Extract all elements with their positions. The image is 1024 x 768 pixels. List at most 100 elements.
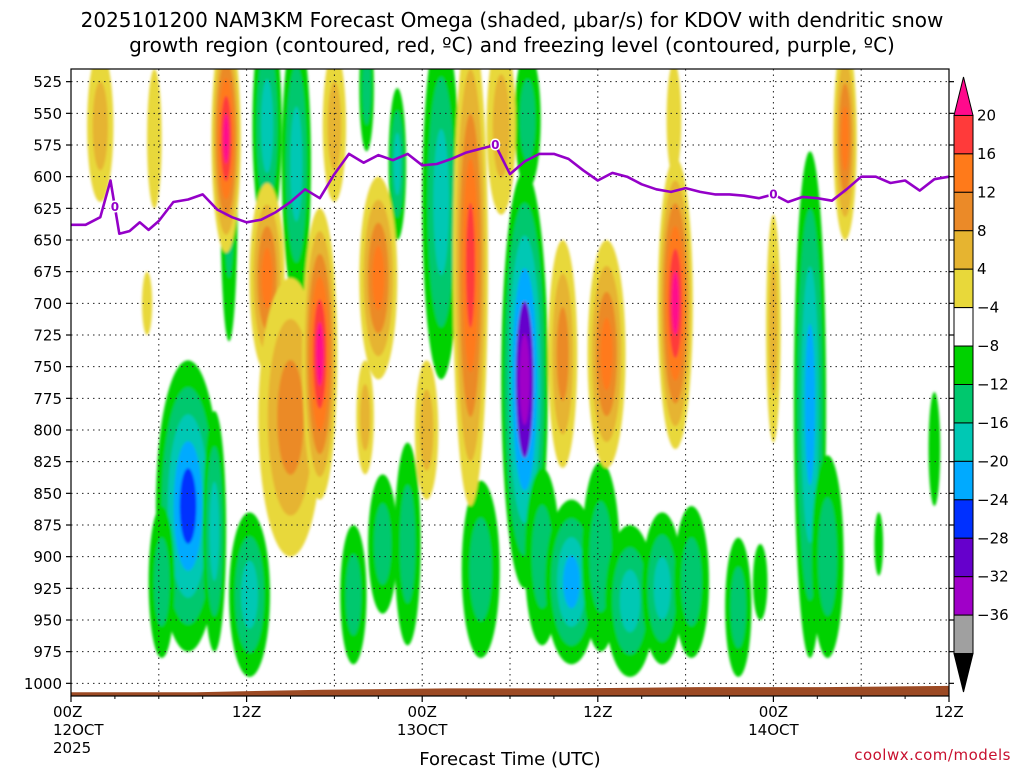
omega-cell	[818, 497, 837, 616]
colorbar-label: −28	[977, 529, 1009, 547]
omega-ascent-h28	[461, 480, 500, 658]
x-tick-label: 12Z	[232, 703, 261, 721]
y-tick-label: 625	[33, 200, 62, 218]
y-tick-label: 675	[33, 263, 62, 281]
omega-ascent-h10	[202, 410, 227, 652]
omega-descent-h41-top	[666, 69, 682, 177]
freezing-level-line	[71, 143, 950, 235]
colorbar: 20 16 12 8 4 −4 −8 −12 −16 −20 −24 −28 −32 −36	[953, 76, 1009, 693]
plot-area: 0 0 0	[70, 68, 950, 697]
y-tick-label: 950	[33, 612, 62, 630]
x-tick-label: 00Z	[408, 703, 437, 721]
omega-cell	[261, 79, 274, 173]
colorbar-swatch	[953, 537, 974, 578]
y-tick-label: 1000	[24, 675, 62, 693]
omega-ascent-h20-top	[359, 69, 374, 152]
omega-ascent-h25-top	[422, 69, 461, 380]
omega-ascent-h59	[928, 392, 941, 506]
y-tick-label: 800	[33, 422, 62, 440]
omega-cell	[556, 307, 569, 401]
omega-cell	[519, 79, 536, 161]
omega-cell	[752, 544, 768, 620]
omega-descent-h20	[356, 360, 374, 475]
omega-cell	[372, 245, 385, 311]
y-tick-label: 650	[33, 232, 62, 250]
freezing-level-labels: 0 0 0	[109, 137, 779, 216]
surface-terrain	[71, 685, 949, 696]
y-tick-label: 525	[33, 73, 62, 91]
omega-cell	[653, 557, 671, 620]
omega-cell	[492, 74, 510, 178]
omega-descent-h11-top	[211, 69, 241, 253]
omega-cell	[374, 503, 392, 585]
y-tick-label: 550	[33, 105, 62, 123]
colorbar-swatch	[953, 614, 974, 655]
colorbar-label: 4	[977, 260, 987, 278]
colorbar-label: −24	[977, 491, 1009, 509]
y-axis: 525 550 575 600 625 650 675 700 725 750 775 800 825 8…	[24, 73, 954, 693]
colorbar-swatch	[953, 114, 974, 155]
colorbar-swatch	[953, 576, 974, 616]
omega-descent-h29-top	[486, 69, 516, 215]
freezing-level-label: 0	[111, 200, 119, 214]
omega-cell	[730, 566, 746, 648]
omega-descent-h6-top	[147, 69, 162, 209]
omega-descent-h27	[452, 69, 489, 506]
credit-text: coolwx.com/models	[854, 746, 1011, 764]
omega-cell	[154, 537, 170, 627]
omega-ascent-h31-top	[514, 69, 541, 190]
x-tick-year-label: 2025	[53, 739, 91, 757]
grid-lines	[71, 69, 949, 696]
y-tick-label: 875	[33, 517, 62, 535]
omega-ascent-h34	[545, 499, 598, 665]
omega-ascent-h45	[725, 537, 752, 677]
omega-descent-h53	[833, 69, 857, 240]
colorbar-label: −36	[977, 606, 1009, 624]
omega-cell	[469, 517, 492, 622]
omega-descent-h17	[302, 208, 338, 500]
omega-ascent-h6	[148, 506, 175, 658]
colorbar-label: −20	[977, 452, 1009, 470]
omega-cell	[399, 484, 416, 604]
omega-cell	[928, 392, 941, 506]
freezing-level-label: 0	[769, 187, 777, 201]
omega-cell	[841, 106, 849, 171]
omega-ascent-h40	[641, 512, 683, 665]
colorbar-label: 8	[977, 222, 987, 240]
omega-cell	[277, 359, 304, 475]
omega-cell	[290, 106, 303, 222]
omega-ascent-h21	[368, 474, 398, 614]
x-tick-date-label: 13OCT	[397, 721, 448, 739]
omega-cell	[519, 333, 530, 426]
colorbar-label: −8	[977, 337, 999, 355]
omega-ascent-h12	[229, 512, 271, 678]
colorbar-swatch	[953, 307, 974, 347]
omega-cell	[681, 537, 702, 627]
x-tick-label: 00Z	[759, 703, 788, 721]
y-tick-label: 575	[33, 137, 62, 155]
x-tick-date-label: 14OCT	[748, 721, 799, 739]
omega-cell	[179, 468, 197, 544]
omega-cell	[666, 69, 682, 177]
colorbar-label: −12	[977, 376, 1009, 394]
colorbar-label: 20	[977, 106, 996, 124]
omega-ascent-h23	[394, 442, 421, 646]
omega-shading	[87, 69, 941, 678]
omega-descent-h34	[548, 240, 578, 468]
chart-title-line1: 2025101200 NAM3KM Forecast Omega (shaded…	[81, 8, 944, 32]
x-axis-title: Forecast Time (UTC)	[419, 749, 600, 768]
colorbar-swatch	[953, 268, 974, 309]
colorbar-label: −32	[977, 568, 1009, 586]
omega-cell	[563, 555, 580, 609]
omega-descent-h2	[87, 69, 114, 202]
omega-ascent-h31	[501, 170, 549, 589]
colorbar-label: −4	[977, 299, 999, 317]
y-tick-label: 825	[33, 453, 62, 471]
y-tick-label: 700	[33, 295, 62, 313]
omega-cell	[261, 247, 273, 309]
freezing-level-label: 0	[491, 138, 499, 152]
colorbar-label: 16	[977, 145, 996, 163]
omega-descent-h41	[657, 157, 693, 449]
colorbar-swatch	[953, 499, 974, 539]
